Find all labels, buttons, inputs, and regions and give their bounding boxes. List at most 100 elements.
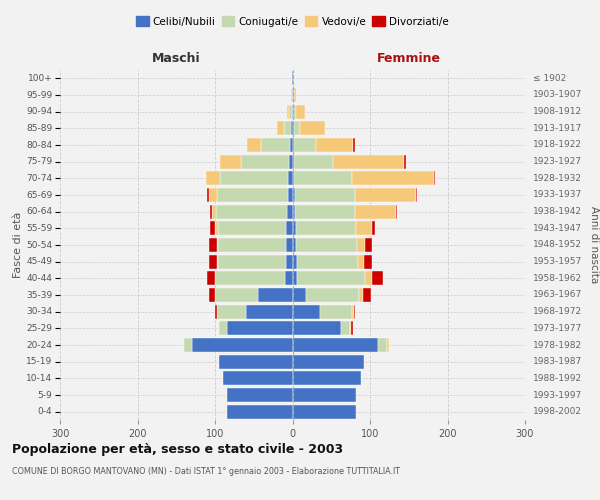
Bar <box>371 271 383 285</box>
Bar <box>292 88 293 102</box>
Bar <box>341 322 350 336</box>
Bar <box>192 338 293 352</box>
Bar <box>333 154 404 169</box>
Bar <box>291 88 292 102</box>
Bar <box>219 354 293 369</box>
Bar <box>288 188 293 202</box>
Bar <box>223 371 293 386</box>
Bar <box>294 121 300 136</box>
Bar <box>297 254 358 269</box>
Bar <box>358 254 364 269</box>
Bar <box>215 271 285 285</box>
Bar <box>220 171 288 186</box>
Text: Maschi: Maschi <box>152 52 200 65</box>
Bar <box>289 154 293 169</box>
Bar <box>352 322 353 336</box>
Bar <box>291 121 293 136</box>
Bar <box>296 104 305 118</box>
Bar <box>296 221 356 236</box>
Bar <box>307 288 359 302</box>
Bar <box>293 404 356 419</box>
Bar <box>300 121 325 136</box>
Bar <box>277 121 284 136</box>
Bar <box>293 104 296 118</box>
Bar <box>293 238 296 252</box>
Bar <box>293 338 378 352</box>
Bar <box>416 188 417 202</box>
Bar <box>296 238 357 252</box>
Bar <box>295 188 355 202</box>
Bar <box>365 238 373 252</box>
Bar <box>209 188 217 202</box>
Bar <box>287 104 289 118</box>
Bar <box>292 71 293 86</box>
Bar <box>241 154 289 169</box>
Bar <box>357 238 365 252</box>
Bar <box>294 171 352 186</box>
Bar <box>218 238 286 252</box>
Bar <box>209 288 215 302</box>
Bar <box>355 188 416 202</box>
Bar <box>218 254 286 269</box>
Bar <box>286 254 293 269</box>
Bar <box>356 221 371 236</box>
Bar <box>207 271 215 285</box>
Bar <box>227 404 293 419</box>
Bar <box>293 138 294 152</box>
Bar <box>293 121 294 136</box>
Bar <box>284 121 291 136</box>
Bar <box>292 104 293 118</box>
Bar <box>359 288 363 302</box>
Bar <box>293 204 295 219</box>
Bar <box>216 204 287 219</box>
Bar <box>212 204 216 219</box>
Bar <box>295 204 355 219</box>
Bar <box>287 204 293 219</box>
Bar <box>293 354 364 369</box>
Y-axis label: Anni di nascita: Anni di nascita <box>589 206 599 284</box>
Bar <box>293 254 297 269</box>
Bar <box>353 138 355 152</box>
Bar <box>206 171 220 186</box>
Bar <box>354 304 355 319</box>
Bar <box>293 154 294 169</box>
Bar <box>217 238 218 252</box>
Bar <box>227 388 293 402</box>
Bar <box>286 238 293 252</box>
Bar <box>350 322 352 336</box>
Bar <box>387 338 389 352</box>
Bar <box>246 304 293 319</box>
Bar <box>293 304 320 319</box>
Bar <box>217 304 246 319</box>
Bar <box>434 171 435 186</box>
Bar <box>294 88 296 102</box>
Bar <box>209 254 217 269</box>
Bar <box>289 104 292 118</box>
Bar <box>215 304 217 319</box>
Text: COMUNE DI BORGO MANTOVANO (MN) - Dati ISTAT 1° gennaio 2003 - Elaborazione TUTTI: COMUNE DI BORGO MANTOVANO (MN) - Dati IS… <box>12 468 400 476</box>
Bar <box>297 271 365 285</box>
Bar <box>293 171 294 186</box>
Legend: Celibi/Nubili, Coniugati/e, Vedovi/e, Divorziati/e: Celibi/Nubili, Coniugati/e, Vedovi/e, Di… <box>132 12 453 31</box>
Bar <box>293 288 307 302</box>
Text: Femmine: Femmine <box>377 52 441 65</box>
Bar <box>220 154 241 169</box>
Bar <box>286 221 293 236</box>
Bar <box>293 88 294 102</box>
Bar <box>294 154 333 169</box>
Bar <box>211 221 215 236</box>
Bar <box>371 221 376 236</box>
Bar <box>352 171 434 186</box>
Bar <box>207 188 209 202</box>
Bar <box>316 138 353 152</box>
Bar <box>211 204 212 219</box>
Bar <box>184 338 192 352</box>
Bar <box>209 238 217 252</box>
Bar <box>365 271 371 285</box>
Bar <box>217 254 218 269</box>
Bar <box>215 221 218 236</box>
Bar <box>288 171 293 186</box>
Bar <box>294 138 316 152</box>
Bar <box>378 338 387 352</box>
Bar <box>217 188 288 202</box>
